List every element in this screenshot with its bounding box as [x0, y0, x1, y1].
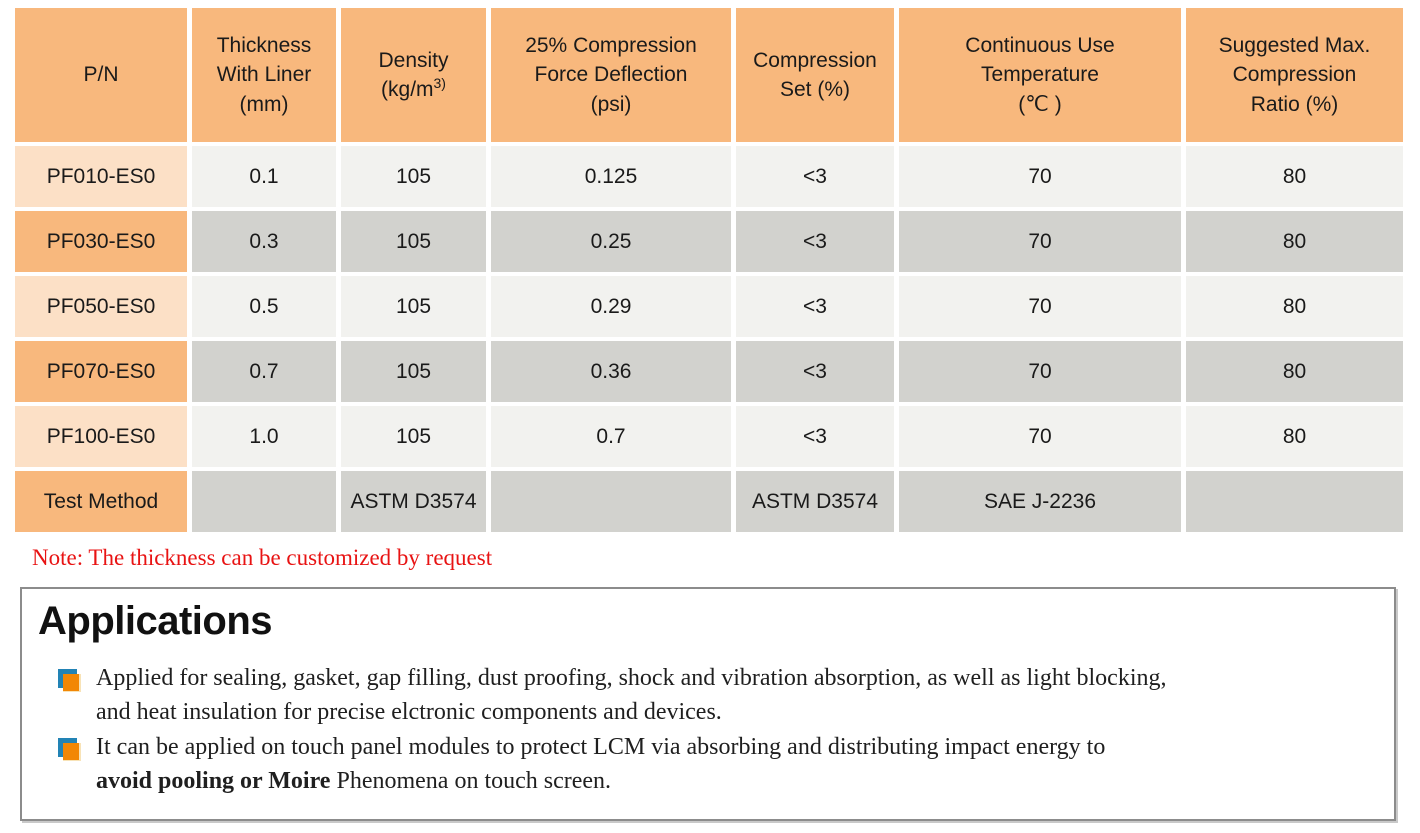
header-cell-pn: P/N	[15, 8, 187, 142]
value-cell: 105	[341, 146, 486, 207]
value-cell: 70	[899, 211, 1181, 272]
table-row: PF100-ES0 1.0 105 0.7 <3 70 80	[15, 406, 1403, 467]
value-cell: 70	[899, 341, 1181, 402]
value-cell: SAE J-2236	[899, 471, 1181, 532]
value-cell: <3	[736, 146, 894, 207]
pn-cell: PF050-ES0	[15, 276, 187, 337]
table-row: PF030-ES0 0.3 105 0.25 <3 70 80	[15, 211, 1403, 272]
header-cell-max-ratio: Suggested Max. Compression Ratio (%)	[1186, 8, 1403, 142]
pn-cell: Test Method	[15, 471, 187, 532]
pn-cell: PF010-ES0	[15, 146, 187, 207]
value-cell: 105	[341, 211, 486, 272]
value-cell: 0.125	[491, 146, 731, 207]
value-cell: 70	[899, 276, 1181, 337]
value-cell: 0.36	[491, 341, 731, 402]
pn-cell: PF030-ES0	[15, 211, 187, 272]
square-bullet-icon	[58, 738, 82, 762]
value-cell: 0.5	[192, 276, 336, 337]
header-cell-thickness: Thickness With Liner (mm)	[192, 8, 336, 142]
value-cell: <3	[736, 211, 894, 272]
value-cell: 70	[899, 146, 1181, 207]
table-row: PF070-ES0 0.7 105 0.36 <3 70 80	[15, 341, 1403, 402]
bullet-text: It can be applied on touch panel modules…	[96, 734, 1106, 794]
header-cell-density: Density (kg/m3)	[341, 8, 486, 142]
bullet-item: It can be applied on touch panel modules…	[38, 731, 1376, 798]
value-cell: ASTM D3574	[736, 471, 894, 532]
value-cell: 105	[341, 276, 486, 337]
value-cell: 80	[1186, 341, 1403, 402]
bullet-text: Applied for sealing, gasket, gap filling…	[96, 665, 1167, 725]
value-cell	[1186, 471, 1403, 532]
header-cell-compression-set: Compression Set (%)	[736, 8, 894, 142]
applications-section: Applications Applied for sealing, gasket…	[20, 587, 1396, 821]
applications-title: Applications	[38, 599, 273, 643]
value-cell	[491, 471, 731, 532]
value-cell: 80	[1186, 146, 1403, 207]
value-cell: 80	[1186, 276, 1403, 337]
value-cell: 0.3	[192, 211, 336, 272]
applications-bullet-list: Applied for sealing, gasket, gap filling…	[38, 662, 1376, 798]
value-cell: ASTM D3574	[341, 471, 486, 532]
value-cell: 1.0	[192, 406, 336, 467]
value-cell	[192, 471, 336, 532]
value-cell: 80	[1186, 406, 1403, 467]
header-cell-continuous-temp: Continuous Use Temperature (℃ )	[899, 8, 1181, 142]
header-cell-cfd: 25% Compression Force Deflection (psi)	[491, 8, 731, 142]
table-row: Test Method ASTM D3574 ASTM D3574 SAE J-223…	[15, 471, 1403, 532]
value-cell: 105	[341, 406, 486, 467]
value-cell: 80	[1186, 211, 1403, 272]
table-row: PF050-ES0 0.5 105 0.29 <3 70 80	[15, 276, 1403, 337]
value-cell: <3	[736, 341, 894, 402]
value-cell: 0.7	[192, 341, 336, 402]
square-bullet-icon	[58, 669, 82, 693]
pn-cell: PF100-ES0	[15, 406, 187, 467]
pn-cell: PF070-ES0	[15, 341, 187, 402]
value-cell: 0.29	[491, 276, 731, 337]
value-cell: 105	[341, 341, 486, 402]
value-cell: 0.1	[192, 146, 336, 207]
value-cell: <3	[736, 276, 894, 337]
table-row: PF010-ES0 0.1 105 0.125 <3 70 80	[15, 146, 1403, 207]
thickness-note: Note: The thickness can be customized by…	[32, 545, 493, 570]
value-cell: 70	[899, 406, 1181, 467]
spec-table-body: PF010-ES0 0.1 105 0.125 <3 70 80 PF030-ES0 0.3 10…	[15, 146, 1403, 532]
value-cell: 0.25	[491, 211, 731, 272]
bullet-item: Applied for sealing, gasket, gap filling…	[38, 662, 1376, 729]
spec-table: P/N Thickness With Liner (mm) Density (kg/m3)…	[10, 4, 1408, 536]
spec-table-header-row: P/N Thickness With Liner (mm) Density (kg/m3)…	[15, 8, 1403, 142]
value-cell: <3	[736, 406, 894, 467]
value-cell: 0.7	[491, 406, 731, 467]
